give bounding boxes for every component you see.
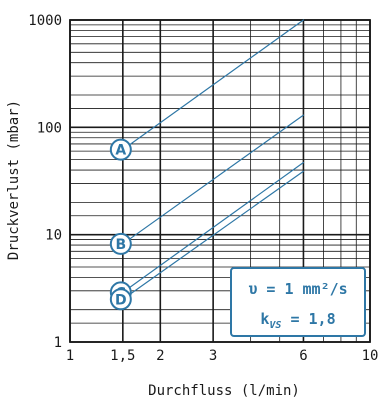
plot-frame [69,19,371,343]
x-tick-label: 1 [66,348,74,364]
curve-label-circle [109,138,132,161]
kvs-text: kVS = 1,8 [260,310,335,331]
x-tick-label: 3 [209,348,217,364]
x-tick-label: 10 [362,348,379,364]
y-tick-label: 1 [54,335,62,351]
series-line-c [122,161,305,293]
curve-label-text: B [115,237,126,253]
y-tick-label: 10 [45,228,62,244]
curve-label-text: A [115,143,126,159]
curve-label-circle [109,288,132,311]
x-tick-label: 2 [156,348,164,364]
kvs-value: = 1,8 [281,310,335,328]
info-box-frame [230,267,366,337]
series-line-d [122,170,305,300]
x-tick-label: 1,5 [110,348,135,364]
info-box: υ = 1 mm²/s kVS = 1,8 [230,267,366,337]
kvs-k: k [260,310,269,328]
tick-labels: 1 1,5 2 3 6 10 1 10 100 1000 [28,13,378,364]
curve-label-a: A [109,138,132,161]
x-axis-label: Durchfluss (l/min) [148,383,300,399]
curve-labels: ABCD [109,138,132,311]
series-line-a [122,19,305,151]
curve-label-circle [109,232,132,255]
y-tick-label: 1000 [28,13,62,29]
curve-label-d: D [109,288,132,311]
series-line-b [122,114,305,245]
x-tick-label: 6 [299,348,307,364]
viscosity-text: υ = 1 mm²/s [248,280,347,298]
kvs-subscript: VS [269,320,281,331]
curve-label-b: B [109,232,132,255]
y-axis-label: Druckverlust (mbar) [6,100,22,260]
series-lines [122,19,305,300]
curve-label-text: D [115,292,127,308]
y-tick-label: 100 [37,120,62,136]
